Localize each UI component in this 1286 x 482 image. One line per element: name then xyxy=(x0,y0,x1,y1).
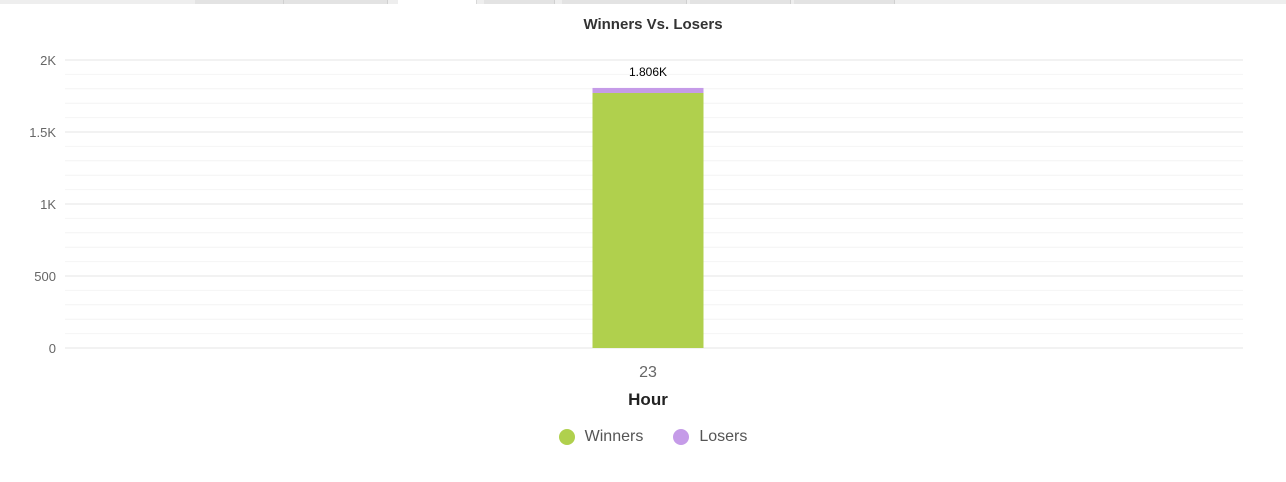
tab[interactable] xyxy=(690,0,791,4)
y-tick-label: 2K xyxy=(40,53,56,68)
legend-swatch xyxy=(673,429,690,445)
tab[interactable] xyxy=(794,0,895,4)
top-tab-strip xyxy=(0,0,1286,4)
bar-winners[interactable] xyxy=(592,92,704,348)
tab[interactable] xyxy=(484,0,555,4)
y-tick-label: 0 xyxy=(49,341,56,356)
legend-item-losers[interactable]: Losers xyxy=(673,428,747,446)
legend: Winners Losers xyxy=(0,428,1286,446)
x-tick-label: 23 xyxy=(639,364,657,381)
chart-title: Winners Vs. Losers xyxy=(583,16,723,33)
tab[interactable] xyxy=(562,0,687,4)
legend-label: Losers xyxy=(699,428,748,445)
y-tick-label: 1.5K xyxy=(29,125,56,140)
data-labels: 1.806K xyxy=(629,65,667,79)
tab[interactable] xyxy=(284,0,388,4)
legend-label: Winners xyxy=(584,428,644,445)
bar-losers[interactable] xyxy=(592,87,704,93)
tab[interactable] xyxy=(195,0,284,4)
y-tick-label: 500 xyxy=(34,269,56,284)
bars xyxy=(592,87,704,348)
y-axis-ticks: 0 500 1K 1.5K 2K xyxy=(29,53,56,356)
chart-plot: 0 500 1K 1.5K 2K 1.806K 23 Hour xyxy=(29,53,1243,409)
y-tick-label: 1K xyxy=(40,197,56,212)
legend-swatch xyxy=(558,429,575,445)
tab-active[interactable] xyxy=(398,0,477,4)
x-axis-label: Hour xyxy=(628,390,668,409)
x-axis-ticks: 23 xyxy=(639,364,657,381)
legend-item-winners[interactable]: Winners xyxy=(558,428,644,446)
bar-total-label: 1.806K xyxy=(629,65,667,79)
